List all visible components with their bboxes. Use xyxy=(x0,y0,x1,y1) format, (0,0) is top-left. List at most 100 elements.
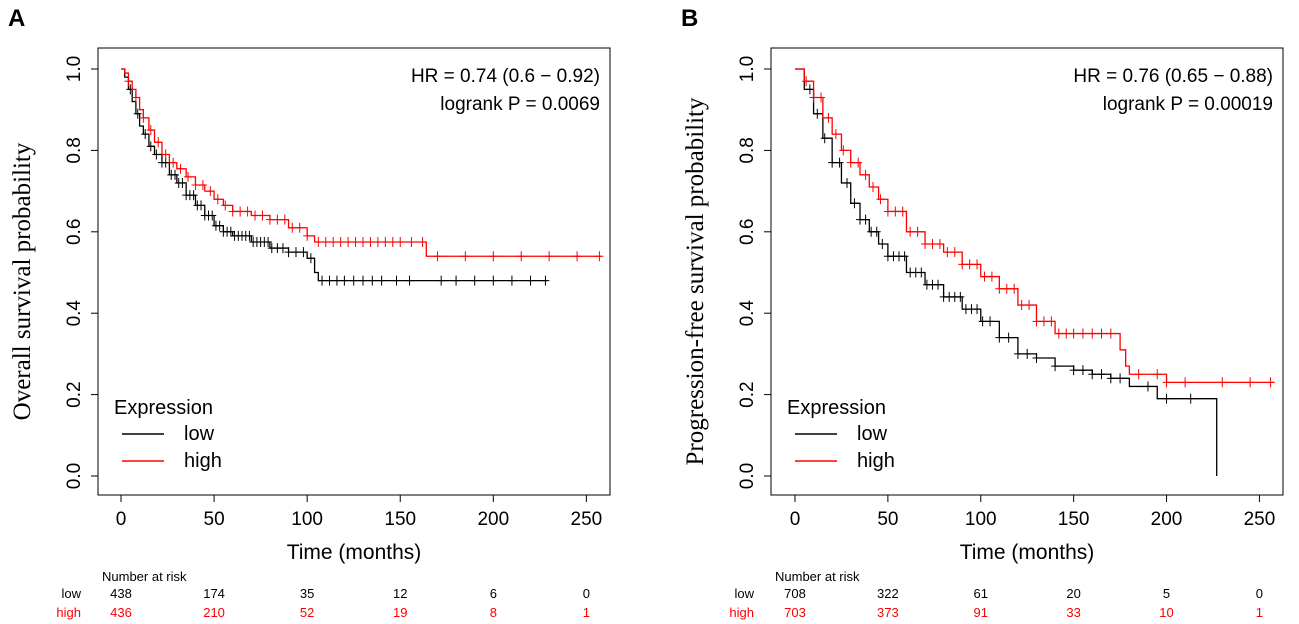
chart-panel-A: A 0 50 100 150 200 250 Time (months) 0.0 0.2 0.4 0.… xyxy=(8,5,611,620)
censor-mark-high xyxy=(831,129,840,140)
censor-mark-high xyxy=(921,239,930,250)
censor-mark-high xyxy=(846,157,855,168)
censor-mark-low xyxy=(284,247,293,258)
censor-mark-low xyxy=(978,316,987,327)
censor-mark-high xyxy=(1162,377,1171,388)
censor-mark-high xyxy=(1181,377,1190,388)
risk-count-low: 174 xyxy=(203,586,225,601)
censor-mark-high xyxy=(1266,377,1275,388)
risk-count-high: 91 xyxy=(974,605,988,620)
censor-mark-low xyxy=(452,275,461,286)
censor-mark-low xyxy=(805,84,814,95)
censor-mark-low xyxy=(208,210,217,221)
censor-mark-low xyxy=(1013,348,1022,359)
censor-mark-high xyxy=(817,92,826,103)
censor-mark-low xyxy=(1186,393,1195,404)
censor-mark-low xyxy=(526,275,535,286)
censor-mark-high xyxy=(351,236,360,247)
risk-count-high: 373 xyxy=(877,605,899,620)
censor-mark-high xyxy=(1134,369,1143,380)
censor-mark-low xyxy=(359,275,367,286)
risk-count-low: 5 xyxy=(1163,586,1170,601)
censor-mark-high xyxy=(461,251,470,262)
risk-count-high: 436 xyxy=(110,605,132,620)
plot-frame xyxy=(770,47,1284,496)
censor-mark-high xyxy=(1069,328,1078,339)
censor-mark-low xyxy=(861,214,870,225)
censor-mark-low xyxy=(197,200,206,211)
censor-mark-high xyxy=(809,92,818,103)
censor-mark-low xyxy=(152,149,161,160)
censor-mark-low xyxy=(917,267,926,278)
censor-mark-high xyxy=(1097,328,1106,339)
censor-mark-high xyxy=(824,112,833,123)
censor-mark-low xyxy=(934,279,943,290)
x-tick-label: 100 xyxy=(291,509,323,530)
censor-mark-high xyxy=(314,236,323,247)
censor-mark-low xyxy=(141,129,150,140)
censor-mark-low xyxy=(470,275,479,286)
censor-mark-high xyxy=(1039,316,1048,327)
censor-mark-low xyxy=(1097,369,1106,380)
x-axis-label: Time (months) xyxy=(960,541,1095,564)
censor-mark-high xyxy=(344,236,353,247)
censor-mark-high xyxy=(131,92,140,103)
censor-mark-high xyxy=(206,186,215,197)
risk-row-label-low: low xyxy=(61,586,81,601)
censor-mark-low xyxy=(349,275,358,286)
y-axis-label: Progression-free survival probability xyxy=(682,97,709,465)
censor-mark-high xyxy=(213,194,222,205)
censor-mark-low xyxy=(986,316,995,327)
censor-mark-high xyxy=(1054,328,1063,339)
censor-mark-high xyxy=(898,206,907,217)
risk-count-low: 0 xyxy=(1256,586,1263,601)
risk-count-low: 12 xyxy=(393,586,407,601)
censor-mark-high xyxy=(928,239,937,250)
y-tick-label: 0.2 xyxy=(64,381,85,407)
censor-mark-low xyxy=(377,275,386,286)
censor-mark-high xyxy=(265,214,274,225)
x-tick-label: 250 xyxy=(1244,509,1276,530)
censor-mark-high xyxy=(943,247,952,258)
risk-count-low: 61 xyxy=(974,586,988,601)
x-tick-label: 100 xyxy=(965,509,997,530)
censor-mark-low xyxy=(1116,373,1125,384)
risk-count-low: 0 xyxy=(583,586,590,601)
censor-mark-low xyxy=(995,332,1004,343)
censor-mark-high xyxy=(407,236,416,247)
y-tick-label: 0.4 xyxy=(737,300,758,327)
censor-mark-low xyxy=(820,133,829,144)
censor-mark-high xyxy=(146,125,155,136)
censor-mark-low xyxy=(489,275,498,286)
censor-mark-low xyxy=(1143,381,1152,392)
risk-count-high: 1 xyxy=(583,605,590,620)
risk-count-low: 438 xyxy=(110,586,132,601)
censor-mark-high xyxy=(198,179,207,190)
x-tick-label: 150 xyxy=(384,509,416,530)
censor-mark-low xyxy=(1078,365,1087,376)
x-tick-label: 200 xyxy=(1151,509,1183,530)
censor-mark-low xyxy=(332,275,341,286)
censor-mark-high xyxy=(228,206,237,217)
censor-mark-high xyxy=(854,157,863,168)
censor-mark-low xyxy=(405,275,414,286)
censor-mark-high xyxy=(1246,377,1255,388)
censor-mark-low xyxy=(828,157,837,168)
y-tick-label: 0.6 xyxy=(64,219,85,245)
censor-mark-low xyxy=(215,220,224,231)
censor-mark-low xyxy=(278,243,287,254)
censor-mark-high xyxy=(595,251,604,262)
censor-mark-high xyxy=(1002,283,1011,294)
censor-mark-high xyxy=(913,226,922,237)
censor-mark-high xyxy=(883,206,892,217)
legend-label-high: high xyxy=(184,450,222,472)
y-tick-label: 0.0 xyxy=(64,463,85,489)
censor-mark-low xyxy=(843,177,852,188)
legend-title: Expression xyxy=(114,397,213,419)
censor-mark-low xyxy=(850,198,859,209)
censor-mark-high xyxy=(1047,316,1056,327)
censor-mark-high xyxy=(1025,300,1034,311)
censor-mark-low xyxy=(900,251,909,262)
risk-count-high: 19 xyxy=(393,605,407,620)
